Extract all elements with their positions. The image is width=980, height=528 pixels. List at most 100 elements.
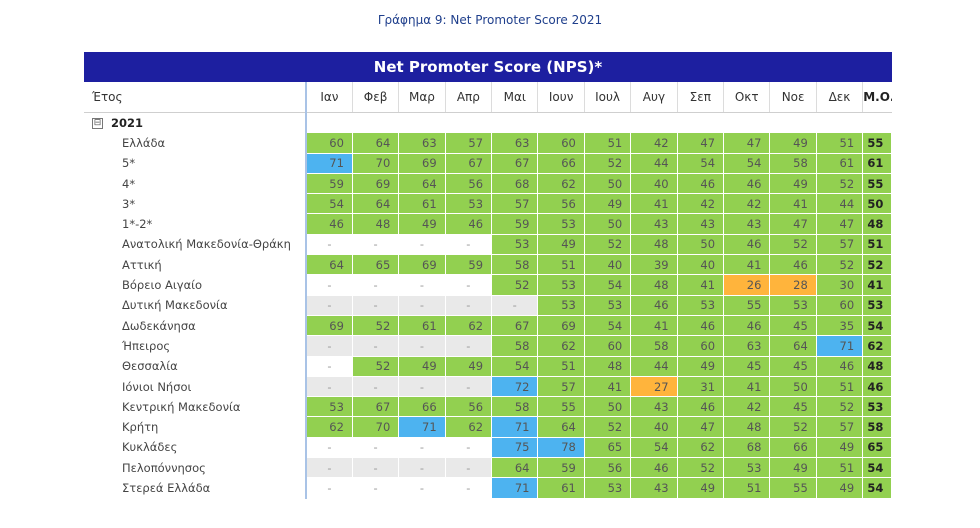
nps-cell: 43	[630, 213, 678, 235]
average-cell: 41	[862, 274, 893, 296]
average-cell: 54	[862, 477, 893, 499]
nps-cell: 63	[491, 132, 539, 154]
header-row: Έτος Ιαν Φεβ Μαρ Απρ Μαι Ιουν Ιουλ Αυγ Σ…	[84, 82, 892, 113]
nps-cell: 27	[630, 376, 678, 398]
nps-cell: 43	[677, 213, 725, 235]
nps-cell: 71	[306, 153, 353, 174]
nps-cell: 71	[398, 416, 446, 438]
nps-cell: 68	[723, 437, 771, 459]
nps-cell: 68	[491, 173, 539, 195]
nps-cell: -	[352, 335, 400, 357]
nps-cell: -	[445, 274, 493, 296]
average-cell: 51	[862, 234, 893, 256]
column-header-month[interactable]: Μαρ	[398, 82, 446, 113]
nps-cell: 57	[491, 193, 539, 215]
nps-cell: 53	[537, 295, 585, 316]
nps-cell: 62	[537, 173, 585, 195]
nps-cell: 41	[723, 254, 771, 276]
nps-cell: 50	[584, 396, 632, 418]
average-cell: 48	[862, 356, 893, 377]
nps-cell: 63	[723, 335, 771, 357]
column-header-month[interactable]: Δεκ	[816, 82, 864, 113]
nps-cell: 69	[398, 153, 446, 174]
table-body: ⊟ 2021 Ελλάδα 60 64 63 57 63 60 51 42 47 47 49 51 55 5*…	[84, 112, 893, 499]
nps-cell: 57	[816, 416, 864, 438]
average-cell: 53	[862, 396, 893, 418]
group-row-fill	[306, 112, 893, 134]
nps-cell: 51	[537, 254, 585, 276]
nps-cell: 51	[816, 132, 864, 154]
nps-cell: -	[352, 234, 400, 256]
nps-cell: 69	[306, 315, 353, 337]
nps-cell: 59	[306, 173, 353, 195]
nps-cell: 52	[584, 234, 632, 256]
nps-cell: 49	[816, 477, 864, 499]
nps-cell: 53	[537, 213, 585, 235]
nps-cell: 60	[306, 132, 353, 154]
nps-cell: 58	[491, 396, 539, 418]
row-label: Ιόνιοι Νήσοι	[84, 376, 307, 398]
average-cell: 50	[862, 193, 893, 215]
column-header-month[interactable]: Ιουλ	[584, 82, 632, 113]
nps-cell: 51	[584, 132, 632, 154]
nps-cell: 47	[769, 213, 817, 235]
nps-cell: -	[491, 295, 539, 316]
nps-cell: 53	[584, 295, 632, 316]
nps-cell: 46	[445, 213, 493, 235]
nps-cell: 54	[306, 193, 353, 215]
row-label: 4*	[84, 173, 307, 195]
nps-cell: 49	[445, 356, 493, 377]
column-header-month[interactable]: Αυγ	[630, 82, 678, 113]
nps-cell: 61	[816, 153, 864, 174]
nps-cell: 30	[816, 274, 864, 296]
nps-cell: 55	[723, 295, 771, 316]
row-label: Πελοπόννησος	[84, 457, 307, 479]
nps-cell: 49	[677, 477, 725, 499]
nps-cell: 44	[816, 193, 864, 215]
nps-cell: 45	[769, 396, 817, 418]
nps-cell: 64	[491, 457, 539, 479]
average-cell: 53	[862, 295, 893, 316]
nps-cell: 49	[398, 356, 446, 377]
nps-cell: 64	[352, 132, 400, 154]
column-header-month[interactable]: Οκτ	[723, 82, 771, 113]
table-row: Θεσσαλία -52 49 49 54 51 48 44 49 45 45 46 48	[84, 356, 893, 377]
nps-cell: 46	[306, 213, 353, 235]
nps-cell: 45	[723, 356, 771, 377]
table-row: 5* 71 70 69 67 67 66 52 44 54 54 58 61 61	[84, 153, 893, 174]
nps-cell: 71	[491, 416, 539, 438]
average-cell: 48	[862, 213, 893, 235]
column-header-month[interactable]: Ιαν	[306, 82, 353, 113]
nps-cell: 46	[677, 315, 725, 337]
nps-cell: 46	[769, 254, 817, 276]
table-row: Κρήτη 62 70 71 62 71 64 52 40 47 48 52 57 58	[84, 416, 893, 438]
row-label: Στερεά Ελλάδα	[84, 477, 307, 499]
column-header-month[interactable]: Νοε	[769, 82, 817, 113]
column-header-year[interactable]: Έτος	[84, 82, 307, 113]
nps-cell: 40	[630, 173, 678, 195]
nps-cell: -	[398, 274, 446, 296]
nps-cell: 42	[677, 193, 725, 215]
column-header-month[interactable]: Μαι	[491, 82, 539, 113]
column-header-month[interactable]: Ιουν	[537, 82, 585, 113]
column-header-month[interactable]: Φεβ	[352, 82, 400, 113]
nps-cell: 47	[677, 416, 725, 438]
column-header-average[interactable]: Μ.Ο.	[862, 82, 892, 113]
nps-cell: -	[306, 274, 353, 296]
nps-cell: 52	[584, 153, 632, 174]
nps-cell: 49	[769, 132, 817, 154]
nps-cell: 53	[445, 193, 493, 215]
nps-cell: 67	[445, 153, 493, 174]
nps-cell: 53	[769, 295, 817, 316]
nps-cell: -	[445, 437, 493, 459]
column-header-month[interactable]: Σεπ	[677, 82, 725, 113]
minus-box-icon[interactable]: ⊟	[92, 117, 103, 129]
nps-cell: -	[398, 457, 446, 479]
nps-cell: 60	[677, 335, 725, 357]
nps-cell: -	[306, 295, 353, 316]
column-header-month[interactable]: Απρ	[445, 82, 493, 113]
nps-cell: 46	[723, 173, 771, 195]
row-label: 1*-2*	[84, 213, 307, 235]
nps-cell: 44	[630, 356, 678, 377]
table-row: Στερεά Ελλάδα - - - -71 61 53 43 49 51 55 49 54	[84, 477, 893, 499]
